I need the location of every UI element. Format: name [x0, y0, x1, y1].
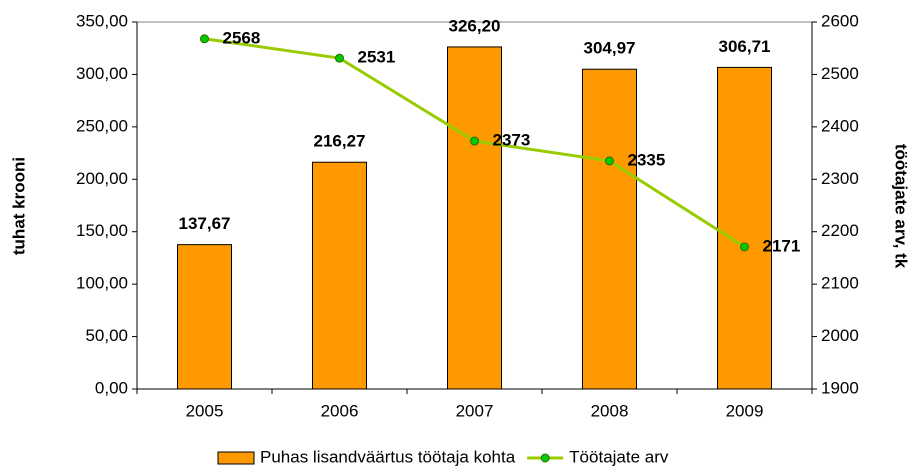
- y-tick-label: 100,00: [76, 274, 128, 293]
- x-tick-label: 2005: [186, 401, 224, 420]
- legend-label: Puhas lisandväärtus töötaja kohta: [260, 447, 516, 466]
- bar: [447, 46, 502, 390]
- line-marker: [605, 156, 614, 166]
- line-marker: [200, 34, 209, 44]
- line-marker: [335, 53, 344, 63]
- x-tick-label: 2006: [321, 401, 359, 420]
- y2-tick-label: 2500: [821, 64, 859, 83]
- legend-swatch-marker: [540, 453, 550, 463]
- legend-swatch: [217, 451, 255, 465]
- line-value-label: 2373: [493, 130, 531, 149]
- y2-tick-label: 2200: [821, 221, 859, 240]
- x-tick-label: 2009: [726, 401, 764, 420]
- bar-value-label: 306,71: [719, 37, 771, 56]
- line-value-label: 2335: [628, 150, 666, 169]
- y-tick-label: 0,00: [95, 378, 128, 397]
- bar: [582, 68, 637, 390]
- bar: [312, 161, 367, 390]
- y-tick-label: 50,00: [85, 326, 128, 345]
- y2-tick-label: 2100: [821, 274, 859, 293]
- y2-tick-label: 2400: [821, 116, 859, 135]
- x-tick-label: 2008: [591, 401, 629, 420]
- y2-tick-label: 1900: [821, 378, 859, 397]
- y-tick-label: 300,00: [76, 64, 128, 83]
- y2-tick-label: 2600: [821, 11, 859, 30]
- legend-label: Töötajate arv: [569, 447, 669, 466]
- x-tick-label: 2007: [456, 401, 494, 420]
- y-tick-label: 250,00: [76, 116, 128, 135]
- y-axis-title: tuhat krooni: [9, 157, 28, 255]
- y-tick-label: 200,00: [76, 169, 128, 188]
- y2-tick-label: 2000: [821, 326, 859, 345]
- y2-tick-label: 2300: [821, 169, 859, 188]
- bar: [177, 244, 232, 390]
- bar-value-label: 304,97: [584, 39, 636, 58]
- bar-value-label: 137,67: [179, 214, 231, 233]
- y-tick-label: 150,00: [76, 221, 128, 240]
- bar-value-label: 326,20: [449, 16, 501, 35]
- line-value-label: 2531: [358, 48, 396, 67]
- y2-axis-title: töötajate arv, tk: [892, 144, 911, 269]
- line-marker: [740, 242, 749, 252]
- bar-value-label: 216,27: [314, 132, 366, 151]
- line-value-label: 2171: [763, 236, 801, 255]
- y-tick-label: 350,00: [76, 11, 128, 30]
- bar: [717, 66, 772, 390]
- line-value-label: 2568: [223, 28, 261, 47]
- line-marker: [470, 136, 479, 146]
